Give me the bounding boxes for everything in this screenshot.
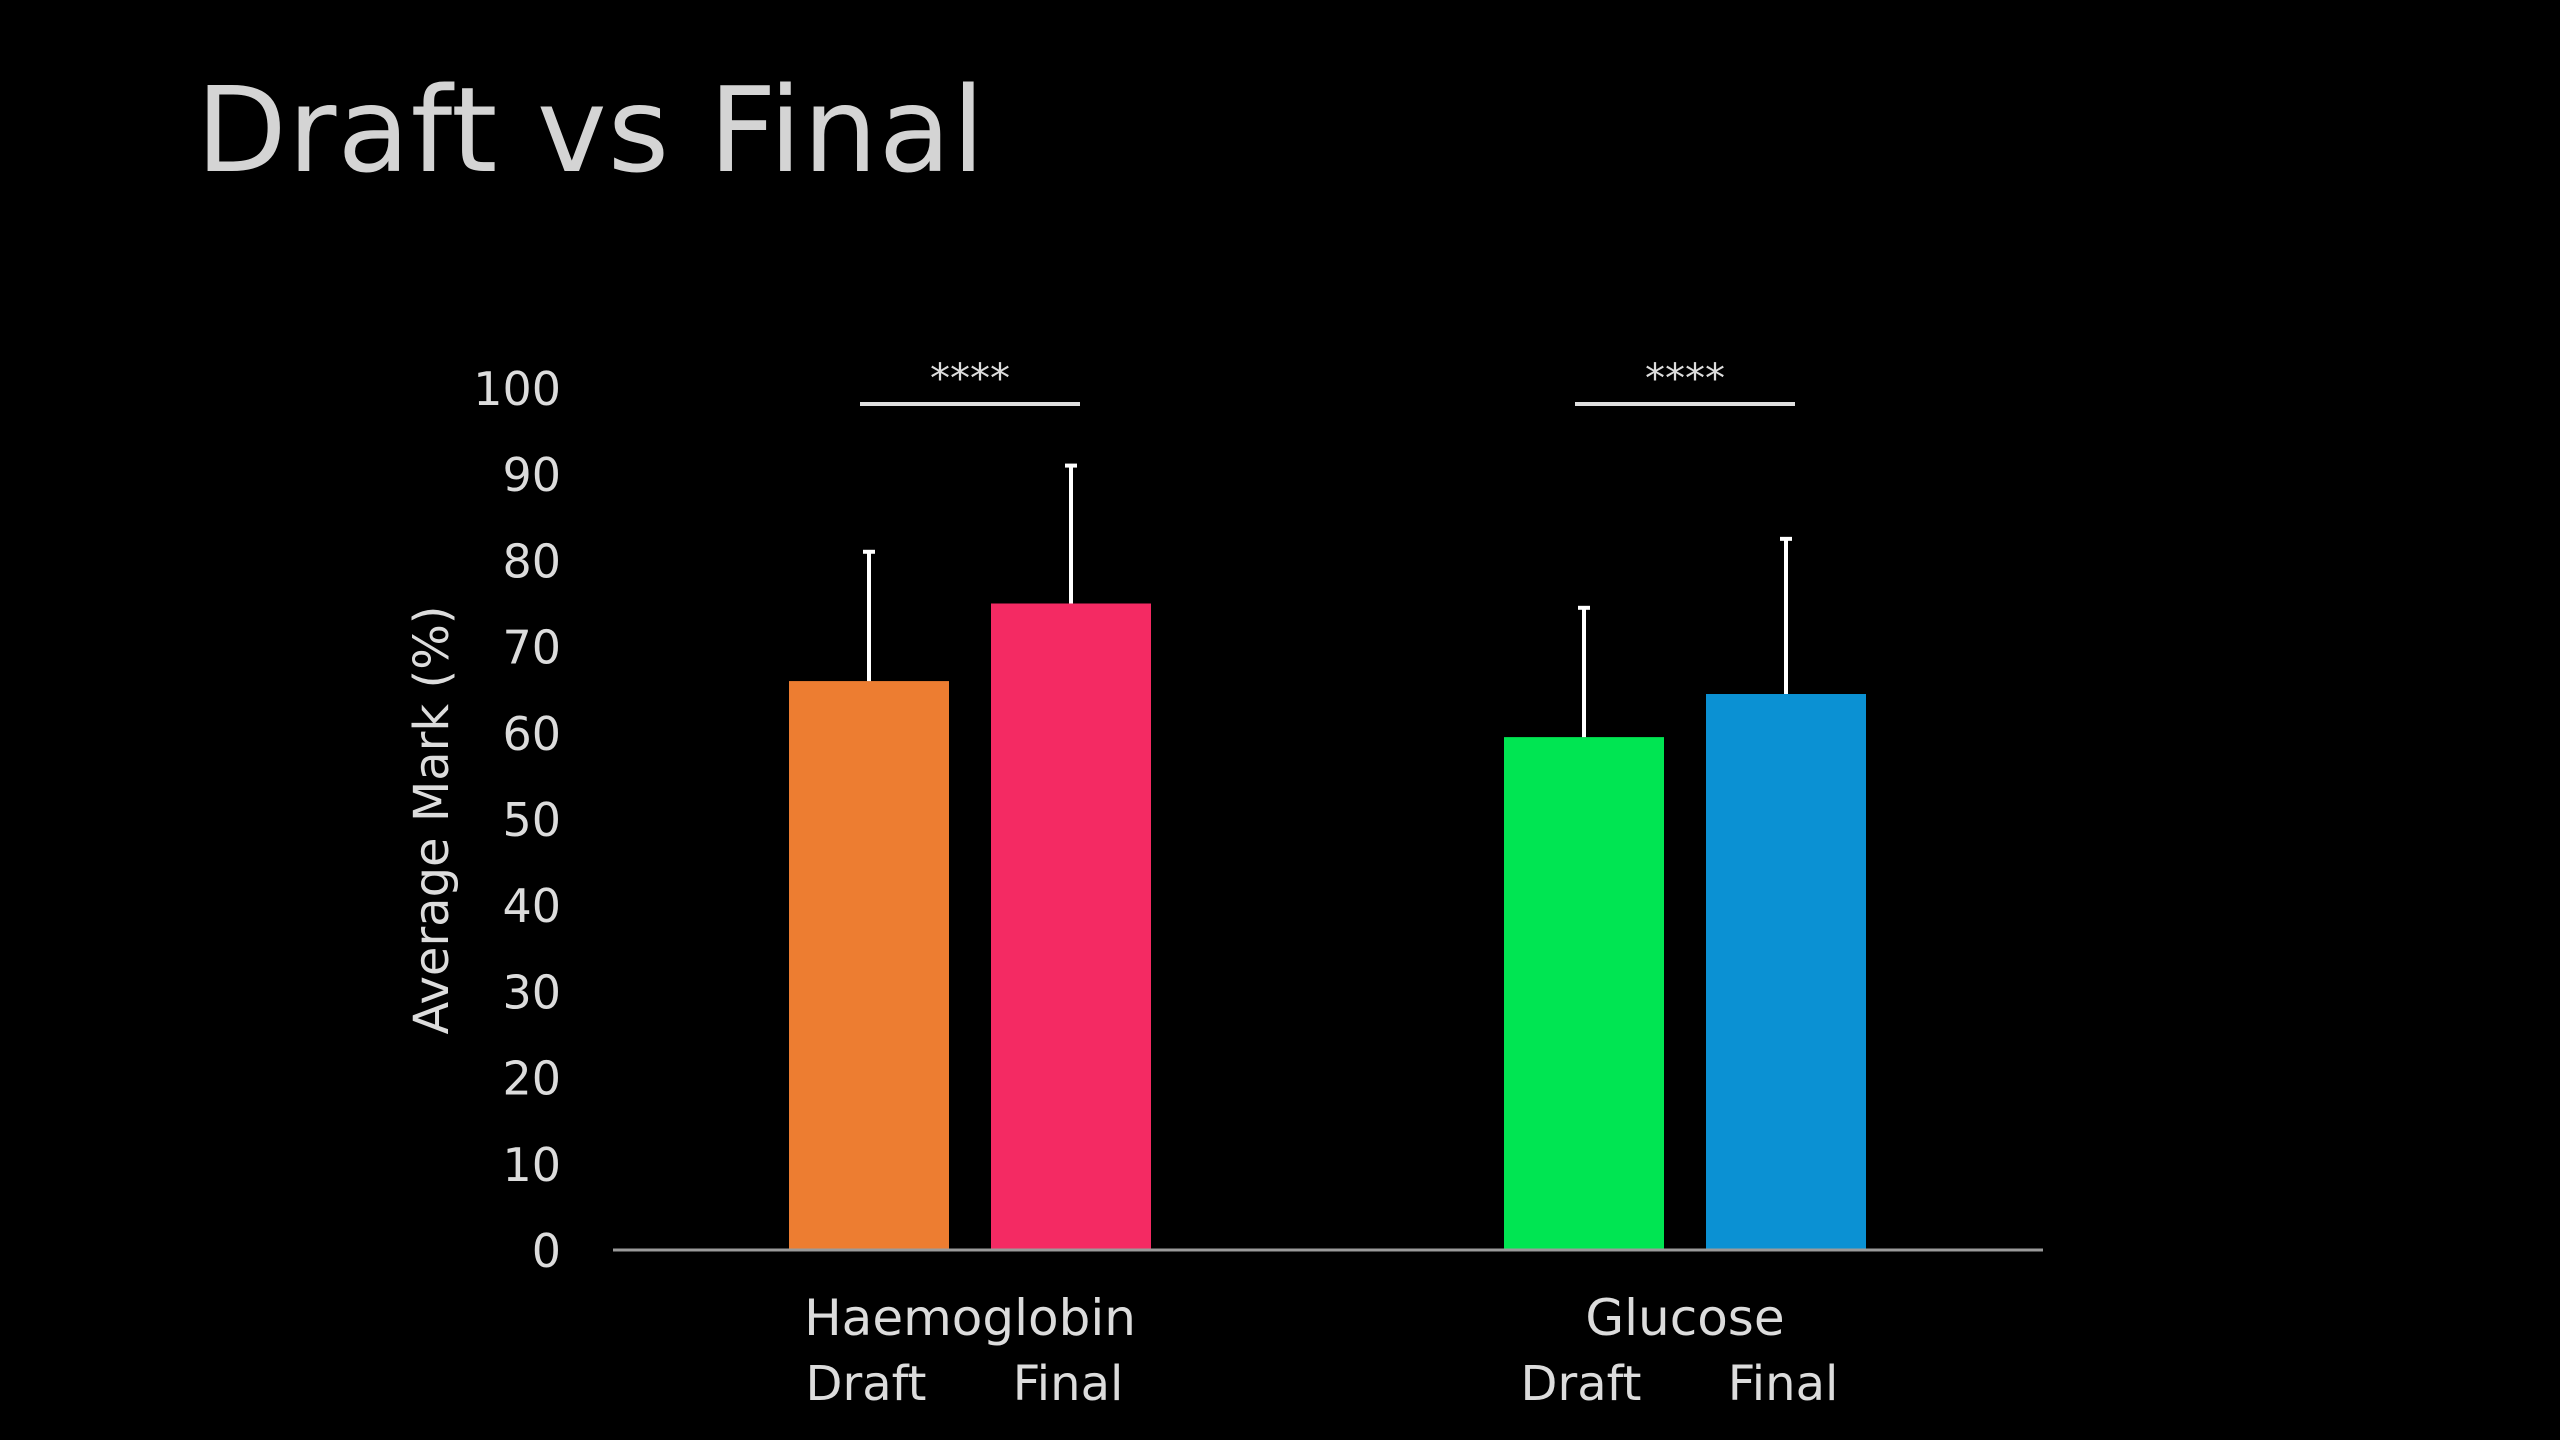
y-axis-label: Average Mark (%) bbox=[404, 605, 460, 1034]
y-tick-label: 50 bbox=[502, 793, 561, 847]
x-axis-labels: Draft Final Haemoglobin Draft Final Glucose bbox=[804, 1289, 1838, 1412]
bar-haemoglobin-draft bbox=[789, 681, 949, 1250]
y-tick-label: 100 bbox=[473, 362, 561, 416]
group-label-glucose: Glucose bbox=[1585, 1289, 1784, 1347]
significance-markers: **** **** bbox=[860, 356, 1795, 406]
y-tick-label: 10 bbox=[502, 1138, 561, 1192]
y-tick-label: 20 bbox=[502, 1052, 561, 1106]
error-bars bbox=[863, 463, 1792, 738]
x-label-haemoglobin-draft: Draft bbox=[806, 1356, 927, 1412]
significance-stars-haemoglobin: **** bbox=[930, 356, 1010, 402]
bar-haemoglobin-final bbox=[991, 603, 1151, 1250]
y-tick-label: 30 bbox=[502, 965, 561, 1019]
x-label-glucose-draft: Draft bbox=[1521, 1356, 1642, 1412]
y-tick-label: 0 bbox=[532, 1224, 561, 1278]
y-tick-label: 60 bbox=[502, 707, 561, 761]
y-axis-ticks: 0 10 20 30 40 50 60 70 80 90 100 bbox=[473, 362, 561, 1278]
y-tick-label: 70 bbox=[502, 621, 561, 675]
group-label-haemoglobin: Haemoglobin bbox=[804, 1289, 1136, 1347]
y-tick-label: 40 bbox=[502, 879, 561, 933]
slide-title: Draft vs Final bbox=[196, 61, 986, 199]
x-label-glucose-final: Final bbox=[1728, 1356, 1839, 1412]
bar-glucose-draft bbox=[1504, 737, 1664, 1250]
significance-stars-glucose: **** bbox=[1645, 356, 1725, 402]
y-tick-label: 80 bbox=[502, 534, 561, 588]
y-tick-label: 90 bbox=[502, 448, 561, 502]
x-label-haemoglobin-final: Final bbox=[1013, 1356, 1124, 1412]
bar-glucose-final bbox=[1706, 694, 1866, 1250]
bars bbox=[789, 603, 1866, 1250]
